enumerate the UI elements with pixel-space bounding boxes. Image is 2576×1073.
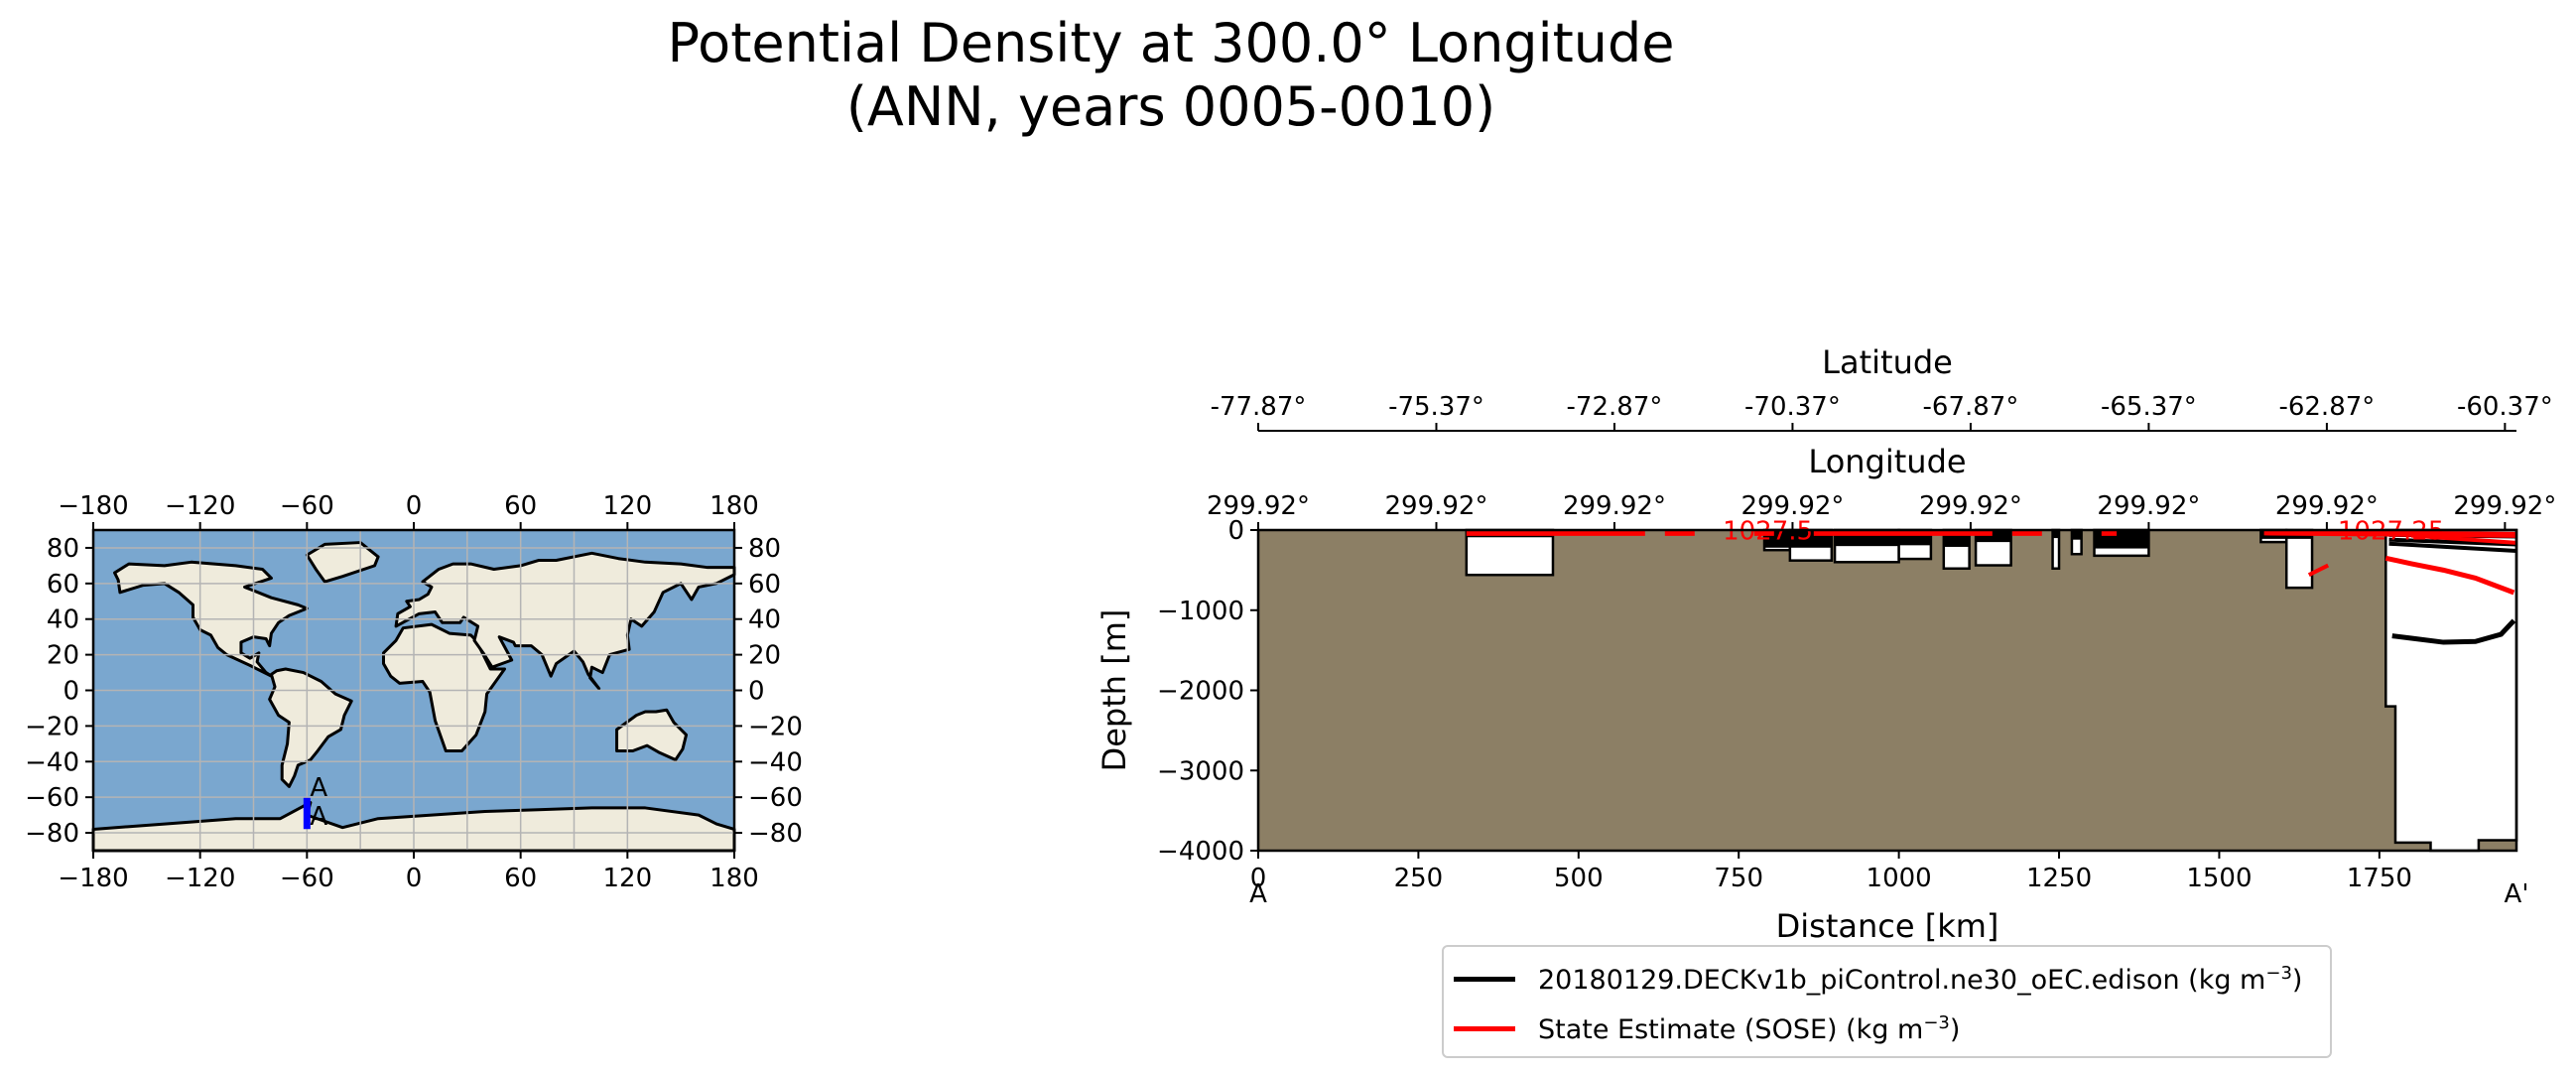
legend-label-model: 20180129.DECKv1b_piControl.ne30_oEC.edis… <box>1538 962 2303 996</box>
map-right-tick-label: −60 <box>748 783 803 813</box>
latitude-tick-label: -62.87° <box>2278 392 2375 422</box>
map-right-tick-label: −80 <box>748 819 803 849</box>
contour-label-1027-5: 1027.5 <box>1723 517 1813 547</box>
map-left-tick-label: 80 <box>47 534 79 564</box>
ocean-open-region <box>2384 528 2518 853</box>
map-left-tick-label: 0 <box>63 677 79 707</box>
latitude-axis-label: Latitude <box>1822 343 1953 381</box>
latitude-tick-label: -72.87° <box>1567 392 1663 422</box>
map-right-tick-label: 20 <box>748 641 781 671</box>
map-right-tick-label: 80 <box>748 534 781 564</box>
map-right-tick-label: 40 <box>748 605 781 635</box>
longitude-tick-label: 299.92° <box>2453 491 2556 521</box>
latitude-tick-label: -70.37° <box>1744 392 1841 422</box>
longitude-tick-label: 299.92° <box>2275 491 2379 521</box>
y-tick-label: −3000 <box>1157 756 1244 786</box>
map-left-tick-label: −80 <box>25 819 79 849</box>
x-tick-label: 0 <box>1250 864 1267 893</box>
x-tick-label: 1000 <box>1867 864 1932 893</box>
longitude-axis-label: Longitude <box>1808 443 1966 480</box>
x-tick-label: 1500 <box>2186 864 2252 893</box>
sose-contour-line <box>2263 529 2517 538</box>
map-transect-label-start: A <box>310 802 327 832</box>
x-tick-label: 500 <box>1554 864 1604 893</box>
map-land-south-america <box>268 667 353 788</box>
x-axis-label: Distance [km] <box>1776 907 1999 945</box>
map-right-tick-label: 60 <box>748 570 781 600</box>
map-bottom-tick-label: 0 <box>406 864 423 893</box>
model-contour-line <box>2388 541 2517 553</box>
y-tick-label: −2000 <box>1157 677 1244 707</box>
map-top-tick-label: 0 <box>406 491 423 521</box>
map-land-australia <box>615 708 689 761</box>
map-top-tick-label: 120 <box>603 491 653 521</box>
figure-title: Potential Density at 300.0° Longitude (A… <box>377 12 1965 139</box>
legend: 20180129.DECKv1b_piControl.ne30_oEC.edis… <box>1442 945 2332 1058</box>
map-right-tick-label: −40 <box>748 747 803 777</box>
map-bottom-tick-label: −120 <box>165 864 235 893</box>
map-bottom-tick-label: 180 <box>709 864 759 893</box>
contour-label-1027-25: 1027.25 <box>2338 517 2445 547</box>
map-top-tick-label: −120 <box>165 491 235 521</box>
map-top-tick-label: 60 <box>504 491 537 521</box>
latitude-tick-label: -77.87° <box>1211 392 1307 422</box>
model-contour-fill <box>2052 530 2060 539</box>
latitude-tick-label: -75.37° <box>1388 392 1484 422</box>
legend-swatch-sose <box>1454 1025 1515 1031</box>
map-left-tick-label: 60 <box>47 570 79 600</box>
map-top-tick-label: −180 <box>58 491 128 521</box>
figure-title-line-2: (ANN, years 0005-0010) <box>845 75 1496 138</box>
y-tick-label: −4000 <box>1157 837 1244 867</box>
sose-contour-line <box>2410 533 2517 545</box>
latitude-tick-label: -60.37° <box>2457 392 2553 422</box>
map-bottom-tick-label: −180 <box>58 864 128 893</box>
map-left-tick-label: −20 <box>25 712 79 741</box>
map-land-eurasia <box>394 551 736 691</box>
y-tick-label: 0 <box>1227 516 1244 546</box>
bathymetry-background <box>1258 530 2516 851</box>
map-bottom-tick-label: 60 <box>504 864 537 893</box>
map-top-tick-label: 180 <box>709 491 759 521</box>
y-tick-label: −1000 <box>1157 597 1244 626</box>
map-bottom-tick-label: 120 <box>603 864 653 893</box>
map-top-tick-label: −60 <box>280 491 334 521</box>
map-right-tick-label: 0 <box>748 677 765 707</box>
legend-entry-model: 20180129.DECKv1b_piControl.ne30_oEC.edis… <box>1454 959 2302 999</box>
latitude-tick-label: -65.37° <box>2101 392 2197 422</box>
latitude-tick-label: -67.87° <box>1923 392 2019 422</box>
longitude-tick-label: 299.92° <box>1384 491 1487 521</box>
map-left-tick-label: −60 <box>25 783 79 813</box>
legend-label-sose: State Estimate (SOSE) (kg m−3) <box>1538 1011 1961 1045</box>
longitude-tick-label: 299.92° <box>1207 491 1310 521</box>
model-contour-fill <box>2071 530 2082 540</box>
longitude-tick-label: 299.92° <box>2097 491 2200 521</box>
map-left-tick-label: −40 <box>25 747 79 777</box>
model-contour-line <box>2388 537 2517 547</box>
longitude-tick-label: 299.92° <box>1563 491 1666 521</box>
sose-density-contour <box>2384 555 2515 596</box>
sose-contour-line <box>2307 563 2330 578</box>
y-axis-label: Depth [m] <box>1095 609 1133 772</box>
figure-title-line-1: Potential Density at 300.0° Longitude <box>667 12 1675 74</box>
map-right-tick-label: −20 <box>748 712 803 741</box>
ocean-region <box>1465 528 1555 577</box>
legend-entry-sose: State Estimate (SOSE) (kg m−3) <box>1454 1008 1960 1048</box>
map-left-tick-label: 40 <box>47 605 79 635</box>
map-bottom-tick-label: −60 <box>280 864 334 893</box>
longitude-tick-label: 299.92° <box>1740 491 1844 521</box>
map-left-tick-label: 20 <box>47 641 79 671</box>
longitude-tick-label: 299.92° <box>1919 491 2022 521</box>
map-transect-label-end: A <box>310 773 327 803</box>
x-tick-label: 1250 <box>2026 864 2092 893</box>
x-tick-label: 250 <box>1394 864 1444 893</box>
endpoint-label-start: A <box>1249 879 1267 909</box>
ocean-region <box>2284 528 2314 590</box>
endpoint-label-end: A' <box>2505 879 2529 909</box>
model-density-contour <box>2391 618 2516 645</box>
x-tick-label: 1750 <box>2347 864 2412 893</box>
legend-swatch-model <box>1454 976 1515 982</box>
x-tick-label: 750 <box>1714 864 1763 893</box>
